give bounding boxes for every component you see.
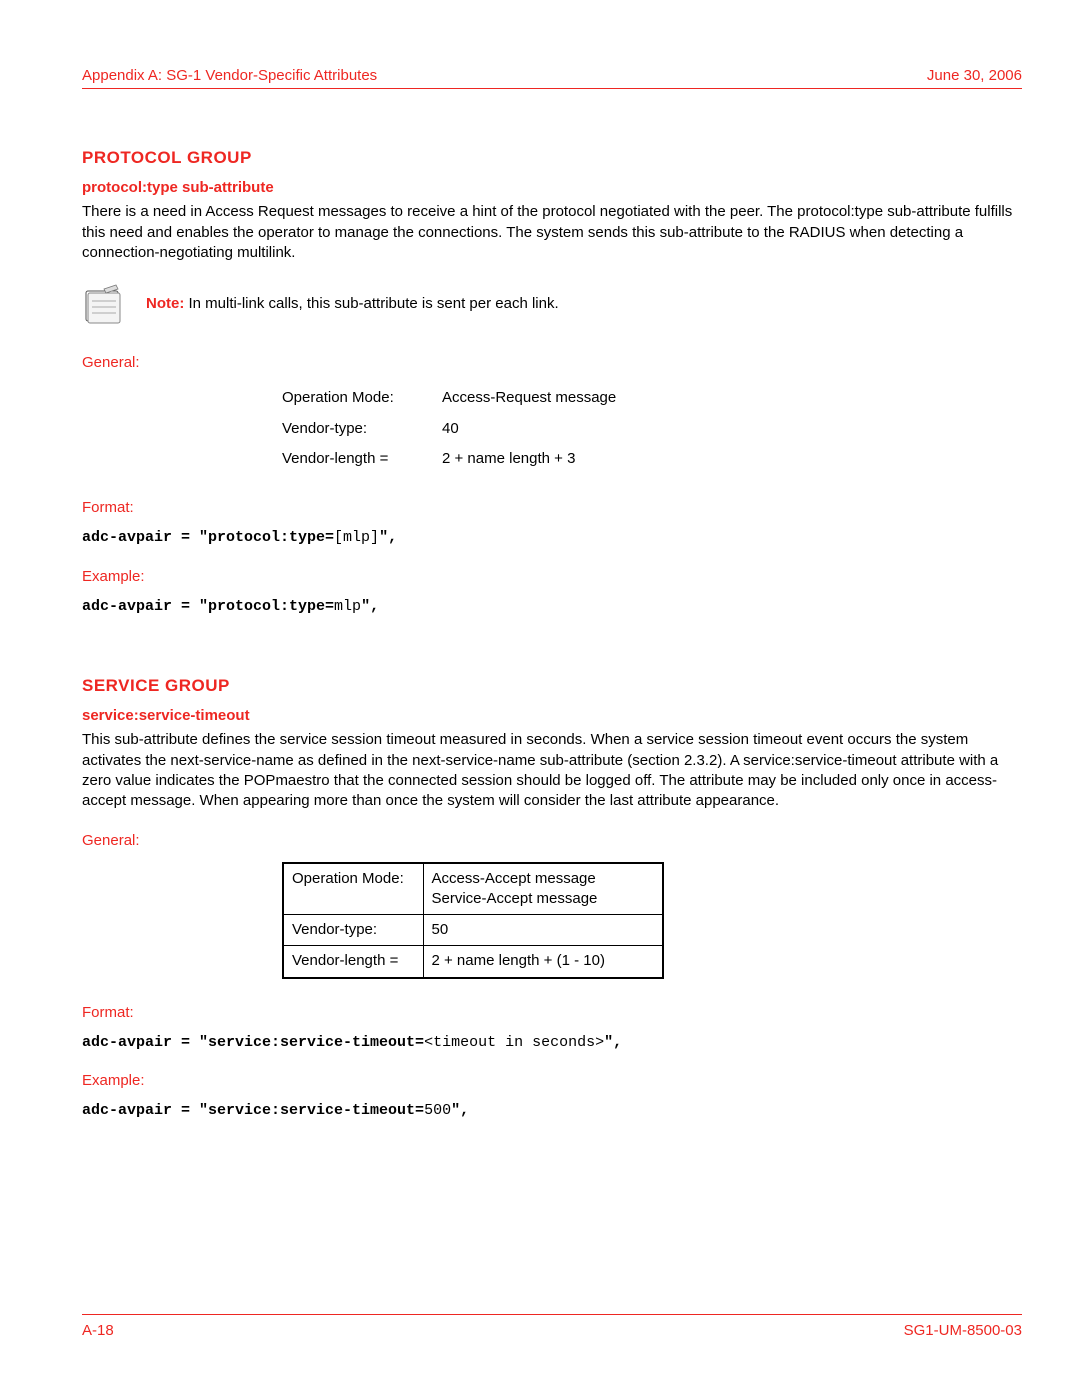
section-service-group: SERVICE GROUP service:service-timeout Th… <box>82 675 1022 1121</box>
footer-left: A-18 <box>82 1321 114 1341</box>
table-row: Vendor-length = 2 + name length + 3 <box>282 444 1022 474</box>
cell-key: Vendor-length = <box>282 449 442 469</box>
table-row: Operation Mode: Access-Accept message Se… <box>283 863 663 915</box>
format-label: Format: <box>82 1003 1022 1023</box>
cell-key: Vendor-type: <box>282 419 442 439</box>
code-tail: ", <box>451 1102 469 1119</box>
format-label: Format: <box>82 498 1022 518</box>
cell-val: 2 + name length + (1 - 10) <box>423 946 663 978</box>
cell-key: Vendor-type: <box>283 915 423 946</box>
example-code: adc-avpair = "protocol:type=mlp", <box>82 597 1022 617</box>
cell-val: Access-Accept message Service-Accept mes… <box>423 863 663 915</box>
section-protocol-group: PROTOCOL GROUP protocol:type sub-attribu… <box>82 147 1022 617</box>
note-text: Note: In multi-link calls, this sub-attr… <box>146 294 559 314</box>
cell-val: Access-Request message <box>442 388 616 408</box>
code-tail: ", <box>361 598 379 615</box>
cell-key: Vendor-length = <box>283 946 423 978</box>
table-row: Vendor-length = 2 + name length + (1 - 1… <box>283 946 663 978</box>
header-left: Appendix A: SG-1 Vendor-Specific Attribu… <box>82 66 377 86</box>
section-paragraph: There is a need in Access Request messag… <box>82 202 1022 263</box>
cell-val: 40 <box>442 419 459 439</box>
code-bold: adc-avpair = "protocol:type= <box>82 529 334 546</box>
note-body: In multi-link calls, this sub-attribute … <box>184 295 558 312</box>
general-table: Operation Mode: Access-Request message V… <box>282 383 1022 474</box>
code-bold: adc-avpair = "service:service-timeout= <box>82 1034 424 1051</box>
example-label: Example: <box>82 567 1022 587</box>
table-row: Vendor-type: 50 <box>283 915 663 946</box>
general-table-bordered: Operation Mode: Access-Accept message Se… <box>282 862 664 979</box>
example-label: Example: <box>82 1071 1022 1091</box>
format-code: adc-avpair = "protocol:type=[mlp]", <box>82 528 1022 548</box>
code-plain: mlp <box>334 598 361 615</box>
table-row: Vendor-type: 40 <box>282 414 1022 444</box>
code-tail: ", <box>379 529 397 546</box>
section-title: SERVICE GROUP <box>82 675 1022 698</box>
code-tail: ", <box>604 1034 622 1051</box>
format-code: adc-avpair = "service:service-timeout=<t… <box>82 1033 1022 1053</box>
cell-val: 2 + name length + 3 <box>442 449 575 469</box>
footer-right: SG1-UM-8500-03 <box>904 1321 1022 1341</box>
code-plain: [mlp] <box>334 529 379 546</box>
section-subtitle: service:service-timeout <box>82 706 1022 726</box>
note-block: Note: In multi-link calls, this sub-attr… <box>82 283 1022 325</box>
table-row: Operation Mode: Access-Request message <box>282 383 1022 413</box>
page-header: Appendix A: SG-1 Vendor-Specific Attribu… <box>82 66 1022 89</box>
example-code: adc-avpair = "service:service-timeout=50… <box>82 1101 1022 1121</box>
page-footer: A-18 SG1-UM-8500-03 <box>82 1314 1022 1341</box>
header-right: June 30, 2006 <box>927 66 1022 86</box>
cell-val: 50 <box>423 915 663 946</box>
code-plain: <timeout in seconds> <box>424 1034 604 1051</box>
code-plain: 500 <box>424 1102 451 1119</box>
note-label: Note: <box>146 295 184 312</box>
cell-key: Operation Mode: <box>283 863 423 915</box>
section-title: PROTOCOL GROUP <box>82 147 1022 170</box>
code-bold: adc-avpair = "service:service-timeout= <box>82 1102 424 1119</box>
general-label: General: <box>82 353 1022 373</box>
general-label: General: <box>82 831 1022 851</box>
section-subtitle: protocol:type sub-attribute <box>82 178 1022 198</box>
section-paragraph: This sub-attribute defines the service s… <box>82 730 1022 811</box>
cell-key: Operation Mode: <box>282 388 442 408</box>
notepad-icon <box>82 283 124 325</box>
code-bold: adc-avpair = "protocol:type= <box>82 598 334 615</box>
